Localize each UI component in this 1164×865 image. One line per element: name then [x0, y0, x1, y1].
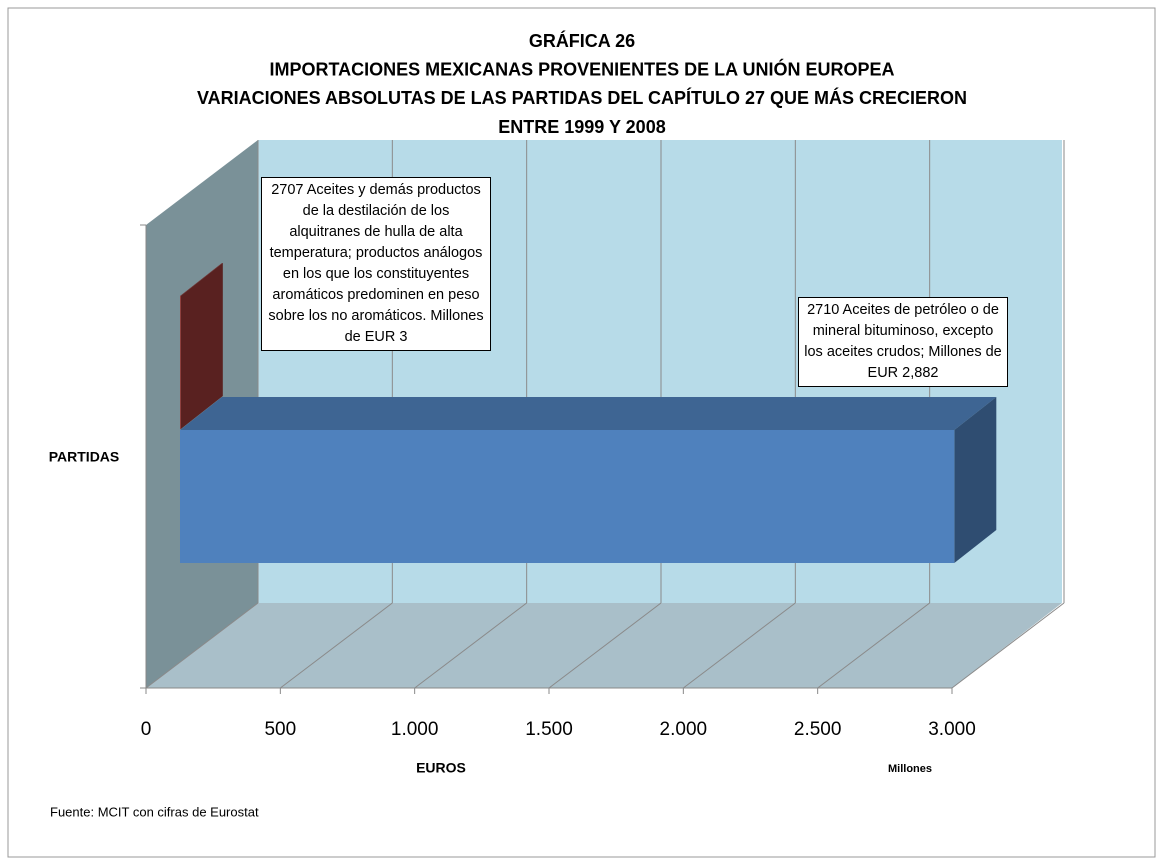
x-tick-label: 500: [264, 719, 296, 740]
x-tick-label: 1.000: [391, 719, 439, 740]
chart-title: VARIACIONES ABSOLUTAS DE LAS PARTIDAS DE…: [197, 87, 967, 108]
y-axis-title: PARTIDAS: [49, 449, 120, 465]
bar: [180, 296, 181, 429]
x-tick-label: 0: [141, 719, 152, 740]
floor: [146, 603, 1062, 688]
x-tick-label: 3.000: [928, 719, 976, 740]
chart-title: ENTRE 1999 Y 2008: [498, 117, 665, 137]
bar-side: [180, 263, 223, 429]
chart-title: IMPORTACIONES MEXICANAS PROVENIENTES DE …: [269, 58, 894, 79]
chart-title: GRÁFICA 26: [529, 30, 635, 51]
grid-line: [414, 602, 527, 689]
x-tick-label: 1.500: [525, 719, 573, 740]
bar-side: [954, 397, 997, 563]
x-tick-label: 2.000: [660, 719, 708, 740]
grid-line: [145, 602, 259, 689]
grid-line: [951, 602, 1065, 689]
x-units: Millones: [888, 763, 932, 775]
bar-top: [180, 263, 223, 296]
data-label: 2707 Aceites y demás productos de la des…: [261, 177, 491, 351]
bar-top: [180, 397, 997, 430]
x-tick-label: 2.500: [794, 719, 842, 740]
grid-line: [683, 602, 796, 689]
grid-line: [817, 602, 930, 689]
data-label: 2710 Aceites de petróleo o de mineral bi…: [798, 297, 1008, 387]
grid-line: [280, 602, 393, 689]
grid-line: [548, 602, 662, 689]
bar: [180, 430, 955, 563]
source: Fuente: MCIT con cifras de Eurostat: [50, 804, 259, 819]
x-axis-title: EUROS: [416, 760, 466, 776]
